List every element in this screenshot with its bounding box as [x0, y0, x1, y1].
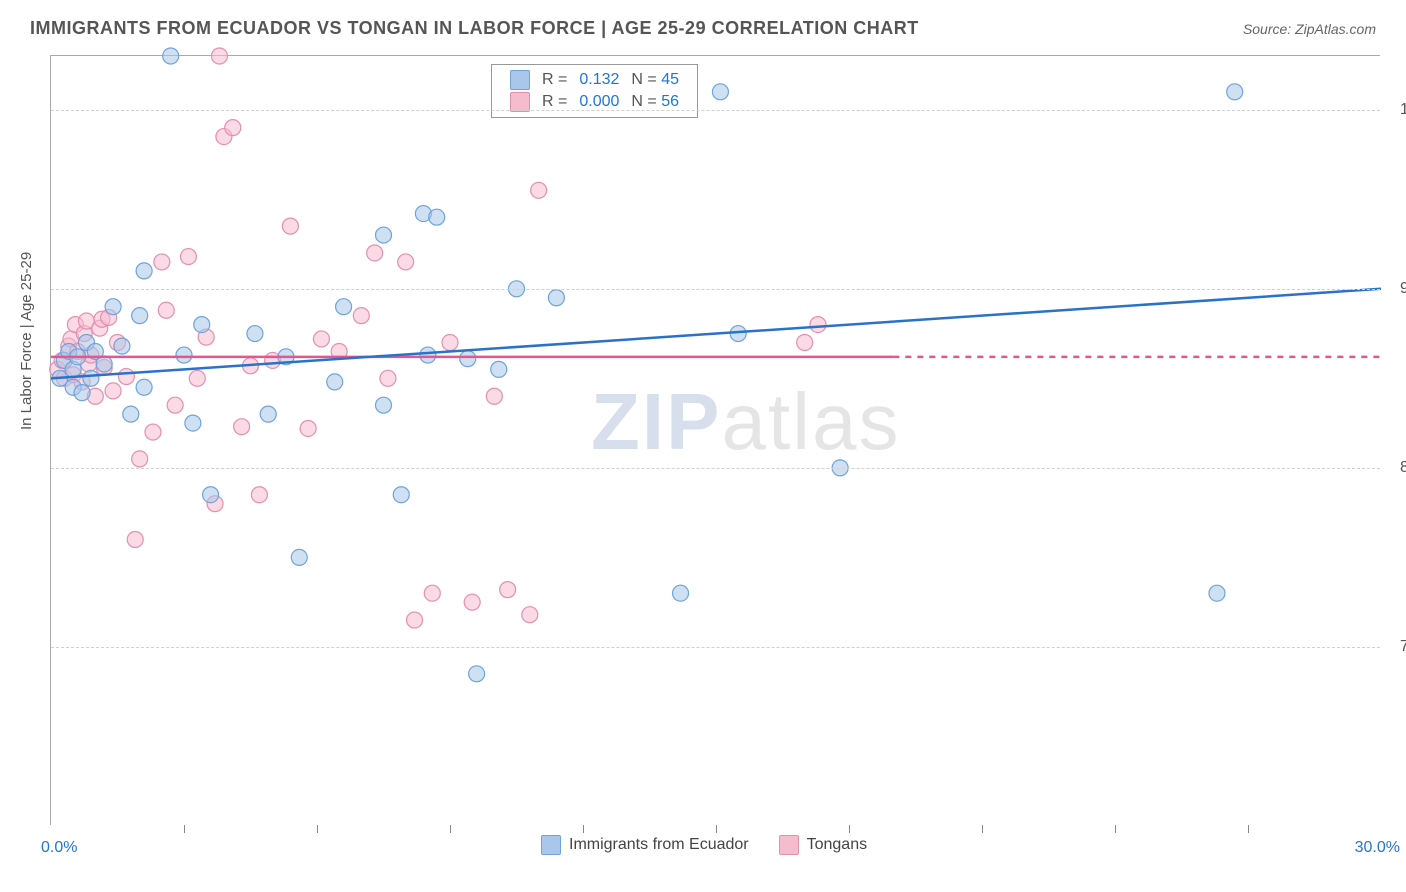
data-point — [105, 383, 121, 399]
data-point — [1209, 585, 1225, 601]
data-point — [327, 374, 343, 390]
data-point — [180, 249, 196, 265]
data-point — [398, 254, 414, 270]
legend-table: R = 0.132 N = 45 R = 0.000 N = 56 — [504, 69, 685, 113]
data-point — [194, 317, 210, 333]
chart-svg — [51, 56, 1380, 825]
y-tick-label: 90.0% — [1400, 280, 1406, 298]
data-point — [531, 182, 547, 198]
data-point — [163, 48, 179, 64]
legend-item-ecuador: Immigrants from Ecuador — [541, 835, 749, 855]
data-point — [282, 218, 298, 234]
x-tick — [982, 825, 983, 833]
data-point — [522, 607, 538, 623]
y-axis-label: In Labor Force | Age 25-29 — [18, 252, 35, 430]
x-tick — [317, 825, 318, 833]
data-point — [123, 406, 139, 422]
chart-header: IMMIGRANTS FROM ECUADOR VS TONGAN IN LAB… — [0, 0, 1406, 47]
data-point — [185, 415, 201, 431]
data-point — [460, 351, 476, 367]
data-point — [810, 317, 826, 333]
x-tick — [849, 825, 850, 833]
legend-item-tongan: Tongans — [779, 835, 868, 855]
data-point — [442, 335, 458, 351]
data-point — [136, 379, 152, 395]
x-tick — [450, 825, 451, 833]
gridline — [51, 110, 1380, 111]
data-point — [712, 84, 728, 100]
data-point — [127, 531, 143, 547]
data-point — [491, 361, 507, 377]
data-point — [376, 397, 392, 413]
chart-title: IMMIGRANTS FROM ECUADOR VS TONGAN IN LAB… — [30, 18, 919, 39]
y-tick-label: 70.0% — [1400, 638, 1406, 656]
data-point — [353, 308, 369, 324]
data-point — [407, 612, 423, 628]
data-point — [114, 338, 130, 354]
x-tick — [583, 825, 584, 833]
x-tick — [184, 825, 185, 833]
data-point — [393, 487, 409, 503]
y-tick-label: 80.0% — [1400, 459, 1406, 477]
data-point — [673, 585, 689, 601]
x-tick — [716, 825, 717, 833]
data-point — [380, 370, 396, 386]
data-point — [83, 370, 99, 386]
chart-source: Source: ZipAtlas.com — [1243, 21, 1376, 37]
x-axis-min-label: 0.0% — [41, 839, 77, 857]
data-point — [429, 209, 445, 225]
data-point — [74, 385, 90, 401]
data-point — [145, 424, 161, 440]
y-tick-label: 100.0% — [1400, 101, 1406, 119]
data-point — [167, 397, 183, 413]
data-point — [797, 335, 813, 351]
x-axis-max-label: 30.0% — [1355, 839, 1400, 857]
data-point — [500, 582, 516, 598]
data-point — [469, 666, 485, 682]
data-point — [548, 290, 564, 306]
x-tick — [1115, 825, 1116, 833]
data-point — [336, 299, 352, 315]
data-point — [225, 120, 241, 136]
data-point — [247, 326, 263, 342]
swatch-blue-icon — [510, 70, 530, 90]
data-point — [291, 549, 307, 565]
data-point — [464, 594, 480, 610]
data-point — [118, 369, 134, 385]
swatch-pink-icon — [779, 835, 799, 855]
data-point — [132, 308, 148, 324]
data-point — [424, 585, 440, 601]
gridline — [51, 647, 1380, 648]
data-point — [367, 245, 383, 261]
data-point — [96, 356, 112, 372]
data-point — [154, 254, 170, 270]
data-point — [211, 48, 227, 64]
legend-row-ecuador: R = 0.132 N = 45 — [504, 69, 685, 91]
x-tick — [1248, 825, 1249, 833]
data-point — [105, 299, 121, 315]
data-point — [251, 487, 267, 503]
data-point — [300, 420, 316, 436]
series-legend: Immigrants from Ecuador Tongans — [541, 835, 867, 855]
data-point — [234, 419, 250, 435]
data-point — [189, 370, 205, 386]
data-point — [132, 451, 148, 467]
data-point — [203, 487, 219, 503]
data-point — [313, 331, 329, 347]
data-point — [158, 302, 174, 318]
gridline — [51, 289, 1380, 290]
data-point — [486, 388, 502, 404]
data-point — [260, 406, 276, 422]
swatch-blue-icon — [541, 835, 561, 855]
data-point — [136, 263, 152, 279]
data-point — [420, 347, 436, 363]
data-point — [1227, 84, 1243, 100]
chart-plot-area: ZIPatlas R = 0.132 N = 45 R = 0.000 N = … — [50, 55, 1380, 825]
data-point — [376, 227, 392, 243]
gridline — [51, 468, 1380, 469]
data-point — [176, 347, 192, 363]
